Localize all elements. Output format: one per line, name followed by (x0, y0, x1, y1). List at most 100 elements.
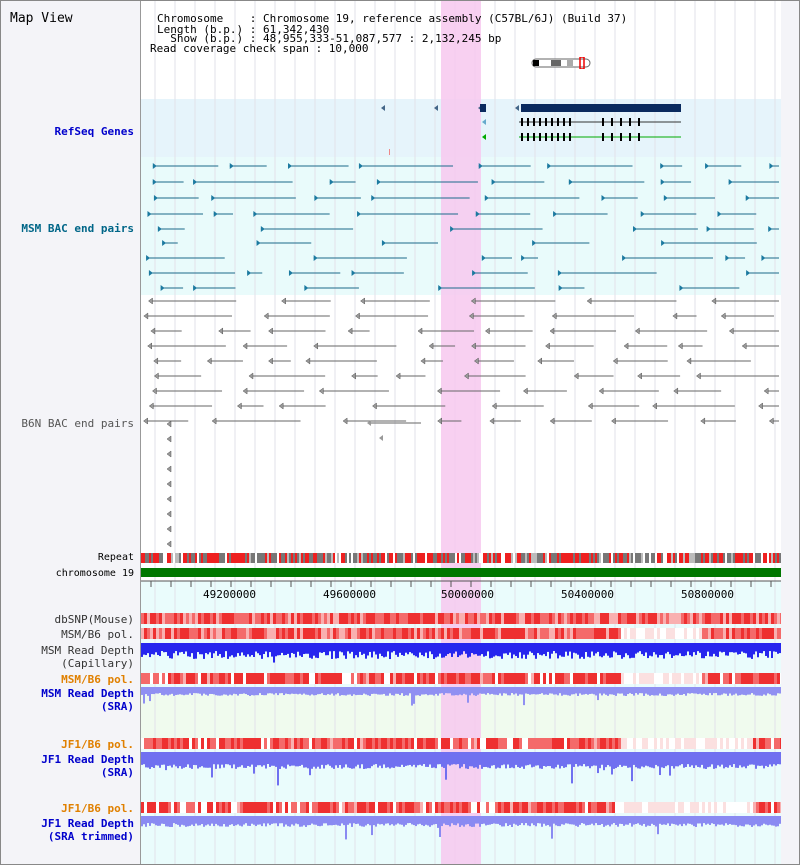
jf1-depth-trim-bar (687, 816, 689, 824)
track-label-msm-b6-pol[interactable]: MSM/B6 pol. (61, 628, 134, 641)
msm-depth-cap-bar (581, 643, 583, 657)
track-label-refseq[interactable]: RefSeq Genes (54, 125, 134, 138)
track-label-jf1-b6-pol-2[interactable]: JF1/B6 pol. (61, 802, 134, 815)
msm-b6-pol-cell (714, 628, 717, 639)
msm-b6-pol-cell (624, 628, 627, 639)
msm-b6-pol-2-cell (213, 673, 216, 684)
jf1-b6-pol-1-cell (612, 738, 615, 749)
jf1-depth-sra-bar (759, 752, 761, 766)
msm-depth-cap-bar (777, 643, 779, 654)
track-label-jf1-b6-pol-1[interactable]: JF1/B6 pol. (61, 738, 134, 751)
track-label-msm-bac[interactable]: MSM BAC end pairs (21, 222, 134, 235)
dbsnp-cell (297, 613, 300, 624)
msm-b6-pol-2-cell (495, 673, 498, 684)
b6n-bac-end (768, 417, 774, 425)
msm-depth-cap-bar (593, 643, 595, 656)
track-label-b6n-bac[interactable]: B6N BAC end pairs (21, 417, 134, 430)
msm-b6-pol-2-cell (465, 673, 468, 684)
jf1-b6-pol-1-cell (543, 738, 546, 749)
jf1-b6-pol-1-cell (498, 738, 501, 749)
repeat-segment (195, 553, 197, 563)
jf1-b6-pol-1-cell (477, 738, 480, 749)
msm-bac-end (371, 195, 376, 201)
msm-depth-sra-bar (679, 687, 681, 695)
jf1-b6-pol-2-cell (708, 802, 711, 813)
repeat-segment (279, 553, 281, 563)
jf1-b6-pol-1-cell (630, 738, 633, 749)
jf1-depth-sra-bar (589, 752, 591, 769)
jf1-depth-sra-bar (755, 752, 757, 769)
msm-bac-end (761, 255, 766, 261)
track-canvas[interactable] (141, 1, 781, 864)
repeat-segment (211, 553, 213, 563)
dbsnp-cell (261, 613, 264, 624)
jf1-depth-sra-bar (365, 752, 367, 769)
b6n-bac-end (166, 510, 172, 518)
b6n-bac-end (242, 342, 248, 350)
refseq-exon (557, 118, 559, 126)
jf1-depth-trim-bar (255, 816, 257, 827)
track-label-jf1-depth-sra-1[interactable]: JF1 Read Depth (41, 753, 134, 766)
jf1-depth-trim-bar (279, 816, 281, 824)
track-label-jf1-depth-trim-1[interactable]: JF1 Read Depth (41, 817, 134, 830)
track-label-msm-depth-cap-1[interactable]: MSM Read Depth (41, 644, 134, 657)
jf1-b6-pol-1-cell (303, 738, 306, 749)
jf1-depth-trim-bar (217, 816, 219, 826)
jf1-depth-trim-bar (399, 816, 401, 825)
dbsnp-cell (519, 613, 522, 624)
track-label-dbsnp[interactable]: dbSNP(Mouse) (54, 613, 134, 626)
jf1-b6-pol-2-cell (168, 802, 171, 813)
msm-b6-pol-cell (654, 628, 657, 639)
jf1-depth-trim-bar (335, 816, 337, 825)
msm-depth-cap-bar (453, 643, 455, 654)
jf1-depth-sra-bar (225, 752, 227, 765)
jf1-depth-trim-bar (473, 816, 475, 827)
msm-bac-end (745, 195, 750, 201)
jf1-depth-trim-bar (171, 816, 173, 827)
msm-depth-sra-bar (725, 687, 727, 694)
dbsnp-cell (537, 613, 540, 624)
info-length: Length (b.p.) : 61,342,430 (157, 23, 330, 36)
track-label-msm-b6-pol-2[interactable]: MSM/B6 pol. (61, 673, 134, 686)
msm-bac-end (660, 179, 665, 185)
msm-b6-pol-cell (651, 628, 654, 639)
msm-depth-cap-bar (683, 643, 685, 657)
msm-depth-cap-bar (549, 643, 551, 659)
jf1-b6-pol-2-cell (369, 802, 372, 813)
msm-depth-sra-bar (467, 687, 469, 703)
jf1-b6-pol-2-cell (702, 802, 705, 813)
jf1-b6-pol-1-cell (441, 738, 444, 749)
jf1-b6-pol-1-cell (489, 738, 492, 749)
msm-depth-cap-bar (279, 643, 281, 656)
jf1-b6-pol-1-cell (318, 738, 321, 749)
jf1-depth-sra-bar (421, 752, 423, 766)
msm-depth-sra-bar (643, 687, 645, 696)
jf1-depth-trim-bar (651, 816, 653, 824)
repeat-segment (347, 553, 349, 563)
msm-depth-cap-bar (557, 643, 559, 659)
msm-b6-pol-cell (585, 628, 588, 639)
repeat-segment (705, 553, 707, 563)
msm-b6-pol-cell (360, 628, 363, 639)
genome-browser-panel[interactable]: Chromosome : Chromosome 19, reference as… (141, 1, 781, 864)
jf1-depth-sra-bar (599, 752, 601, 769)
repeat-segment (637, 553, 639, 563)
msm-b6-pol-cell (213, 628, 216, 639)
jf1-depth-sra-bar (609, 752, 611, 767)
repeat-segment (449, 553, 451, 563)
jf1-depth-sra-bar (773, 752, 775, 765)
msm-depth-sra-bar (501, 687, 503, 696)
jf1-depth-trim-bar (189, 816, 191, 826)
jf1-depth-sra-bar (739, 752, 741, 766)
msm-depth-sra-bar (449, 687, 451, 694)
jf1-depth-sra-bar (687, 752, 689, 765)
msm-depth-cap-bar (675, 643, 677, 656)
dbsnp-cell (384, 613, 387, 624)
msm-depth-cap-bar (565, 643, 567, 652)
chromosome-ideogram[interactable] (531, 54, 593, 73)
repeat-segment (247, 553, 249, 563)
track-label-msm-depth-sra-1[interactable]: MSM Read Depth (41, 687, 134, 700)
repeat-segment (497, 553, 499, 563)
jf1-depth-sra-bar (473, 752, 475, 768)
msm-b6-pol-cell (618, 628, 621, 639)
